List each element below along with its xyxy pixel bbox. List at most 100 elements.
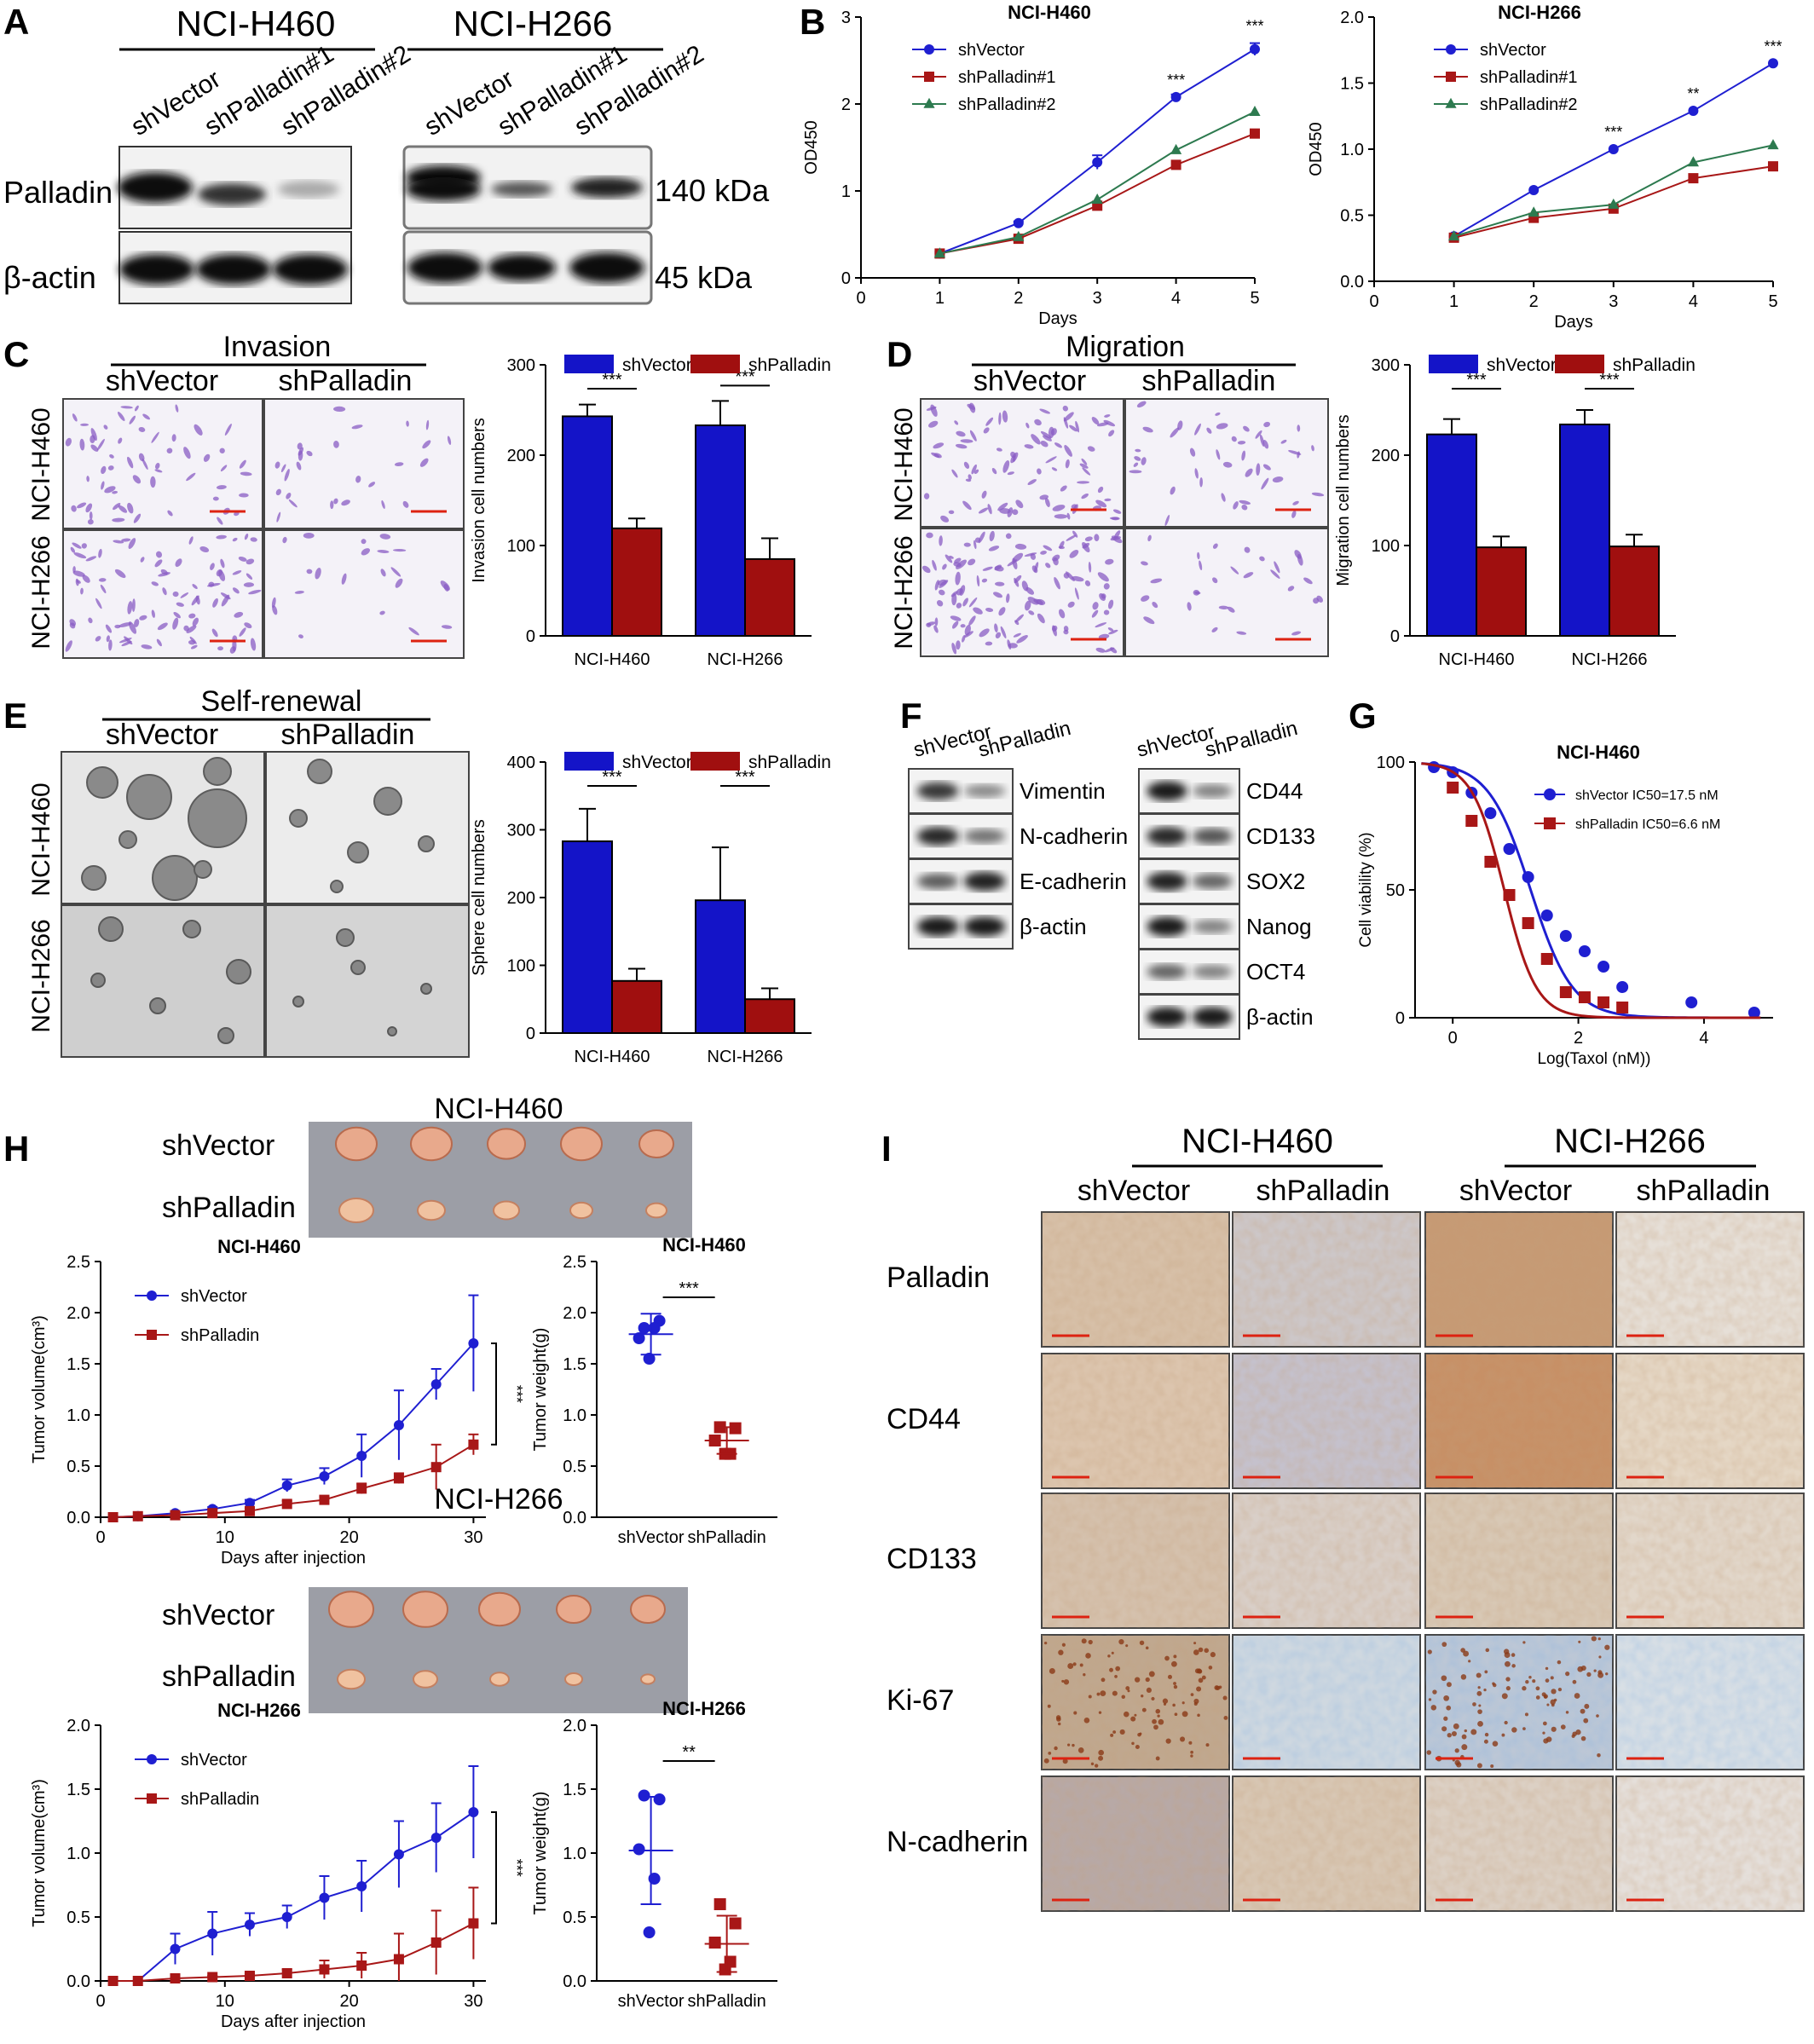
stained-cell xyxy=(192,584,198,590)
stained-cell xyxy=(73,552,87,559)
stained-cell xyxy=(1063,626,1069,632)
x-axis-label: Log(Taxol (nM)) xyxy=(1537,1050,1650,1068)
stained-cell xyxy=(1194,423,1201,436)
data-point xyxy=(107,1976,118,1986)
stained-cell xyxy=(1040,430,1052,439)
stained-cell xyxy=(1255,430,1262,439)
ki67-nucleus xyxy=(1454,1748,1459,1753)
stained-cell xyxy=(1237,441,1246,445)
ihc-row-label: Palladin xyxy=(887,1262,990,1294)
chart-h-h266-tumor-volume: 0.0 0.5 1.0 1.5 2.0 0 10 20 30 Tumor volume(cm³) D… xyxy=(30,1700,525,2031)
ki67-nucleus xyxy=(1098,1711,1102,1714)
stained-cell xyxy=(926,532,933,539)
ki67-nucleus xyxy=(1551,1726,1557,1732)
stained-cell xyxy=(997,502,1008,511)
ki67-nucleus xyxy=(1476,1672,1482,1678)
stained-cell xyxy=(114,624,121,629)
ki67-nucleus xyxy=(1447,1733,1452,1738)
stained-cell xyxy=(1199,476,1203,488)
series-line xyxy=(113,1342,475,1518)
data-point xyxy=(1484,807,1497,819)
stained-cell xyxy=(239,627,246,637)
data-point xyxy=(1503,889,1516,901)
ki67-nucleus xyxy=(1158,1718,1164,1725)
chart-title: NCI-H266 xyxy=(662,1698,746,1719)
stained-cell xyxy=(955,443,968,449)
ki67-nucleus xyxy=(1079,1663,1083,1667)
stained-cell xyxy=(172,617,179,630)
ki67-nucleus xyxy=(1577,1666,1584,1672)
stained-cell xyxy=(150,476,156,488)
data-point xyxy=(170,1973,181,1983)
tumor xyxy=(417,1199,446,1221)
stained-cell xyxy=(1261,477,1269,490)
stained-cell xyxy=(939,580,949,588)
ki67-nucleus xyxy=(1443,1716,1448,1721)
x-category-label: NCI-H460 xyxy=(575,1048,650,1066)
stained-cell xyxy=(1291,510,1297,518)
blot-band xyxy=(916,873,959,890)
y-tick-label: 200 xyxy=(507,889,535,908)
ki67-nucleus xyxy=(1162,1698,1169,1704)
stained-cell xyxy=(1193,589,1200,596)
ki67-nucleus xyxy=(1114,1675,1118,1678)
data-point xyxy=(356,1483,367,1494)
stained-cell xyxy=(1014,614,1024,623)
ki67-nucleus xyxy=(1441,1642,1447,1648)
data-point xyxy=(356,1960,367,1971)
data-point xyxy=(1447,782,1459,794)
stained-cell xyxy=(166,447,173,453)
stained-cell xyxy=(118,437,123,444)
data-point xyxy=(356,1881,367,1891)
ki67-nucleus xyxy=(1505,1686,1511,1691)
stained-cell xyxy=(1014,575,1022,584)
data-point xyxy=(1091,193,1103,204)
blot-band xyxy=(1192,784,1233,798)
stained-cell xyxy=(962,634,966,643)
x-axis-label: Days xyxy=(1554,313,1593,332)
stained-cell xyxy=(1239,499,1251,505)
y-tick-label: 1 xyxy=(841,182,851,201)
ihc-texture xyxy=(1042,1493,1229,1628)
stained-cell xyxy=(1104,414,1111,418)
y-tick-label: 1.5 xyxy=(563,1781,586,1799)
stained-cell xyxy=(1194,468,1199,479)
stained-cell xyxy=(1051,467,1058,471)
stained-cell xyxy=(927,621,936,626)
data-point xyxy=(281,1498,292,1510)
ki67-nucleus xyxy=(1067,1743,1071,1747)
legend-swatch xyxy=(690,752,740,771)
y-axis-label: Cell viability (%) xyxy=(1357,832,1375,947)
stained-cell xyxy=(176,602,184,607)
stained-cell xyxy=(1039,408,1051,414)
ihc-column-label: shVector xyxy=(1459,1175,1572,1207)
lane-label: shPalladin#2 xyxy=(569,40,708,141)
stained-cell xyxy=(306,569,313,575)
stained-cell xyxy=(1230,566,1239,575)
stained-cell xyxy=(939,589,945,596)
data-point xyxy=(643,1353,656,1365)
micrograph xyxy=(1124,528,1329,657)
x-tick-label: 10 xyxy=(216,1992,234,2011)
blot-band xyxy=(1147,827,1187,846)
stained-cell xyxy=(1050,428,1057,436)
y-axis-label: Tumor volume(cm³) xyxy=(30,1315,49,1464)
stained-cell xyxy=(240,471,252,476)
tumor xyxy=(569,1201,593,1220)
stained-cell xyxy=(1097,486,1104,494)
ki67-nucleus xyxy=(1047,1704,1051,1708)
ki67-nucleus xyxy=(1522,1641,1526,1644)
tumor xyxy=(645,1202,667,1219)
ki67-nucleus xyxy=(1525,1680,1529,1684)
blot-row-label: Vimentin xyxy=(1020,778,1106,804)
ihc-texture xyxy=(1616,1493,1804,1628)
stained-cell xyxy=(151,431,159,443)
legend-label: shPalladin#1 xyxy=(958,68,1056,87)
molecular-weight-label: 45 kDa xyxy=(655,260,753,295)
stained-cell xyxy=(154,469,163,473)
x-tick-label: 5 xyxy=(1768,292,1777,311)
stained-cell xyxy=(120,406,133,409)
stained-cell xyxy=(1216,423,1228,430)
tumor xyxy=(410,1126,453,1162)
stained-cell xyxy=(1103,583,1110,590)
